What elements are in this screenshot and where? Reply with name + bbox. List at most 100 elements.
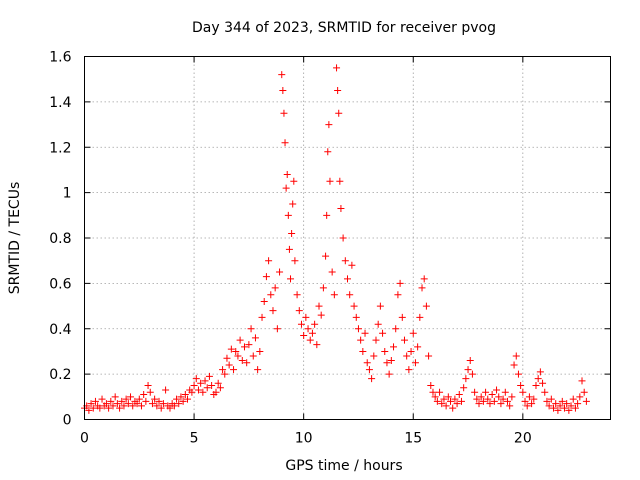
data-point — [530, 395, 538, 403]
data-point — [245, 341, 253, 349]
data-point — [422, 302, 430, 310]
data-point — [400, 336, 408, 344]
data-point — [488, 391, 496, 399]
data-point — [287, 275, 295, 283]
data-point — [330, 291, 338, 299]
data-point — [120, 402, 128, 410]
data-point — [234, 352, 242, 360]
data-point — [102, 400, 110, 408]
data-point — [431, 393, 439, 401]
data-point — [521, 397, 529, 405]
data-point — [532, 381, 540, 389]
data-point — [205, 372, 213, 380]
data-point — [565, 406, 573, 414]
data-point — [405, 366, 413, 374]
plot-frame — [84, 56, 611, 420]
data-point — [552, 400, 560, 408]
data-point — [278, 71, 286, 79]
data-point — [576, 393, 584, 401]
data-point — [339, 234, 347, 242]
data-point — [323, 211, 331, 219]
data-point — [283, 170, 291, 178]
data-point — [297, 320, 305, 328]
data-point — [387, 357, 395, 365]
data-point — [243, 359, 251, 367]
data-point — [188, 388, 196, 396]
data-point — [197, 379, 205, 387]
data-point — [571, 404, 579, 412]
data-point — [155, 397, 163, 405]
data-point — [179, 397, 187, 405]
data-point — [482, 388, 490, 396]
data-point — [429, 388, 437, 396]
data-point — [159, 400, 167, 408]
data-point — [409, 329, 417, 337]
data-point — [181, 391, 189, 399]
data-point — [173, 395, 181, 403]
data-point — [225, 361, 233, 369]
data-point — [372, 336, 380, 344]
data-point — [295, 307, 303, 315]
data-point — [221, 370, 229, 378]
data-point — [254, 366, 262, 374]
data-point — [87, 400, 95, 408]
data-point — [519, 388, 527, 396]
data-point — [336, 177, 344, 185]
data-point — [416, 313, 424, 321]
data-point — [199, 388, 207, 396]
data-point — [208, 381, 216, 389]
y-tick-label: 0.4 — [49, 322, 71, 338]
data-point — [379, 329, 387, 337]
data-point — [385, 370, 393, 378]
data-point — [394, 291, 402, 299]
data-point — [574, 400, 582, 408]
data-point — [306, 336, 314, 344]
data-point — [512, 352, 520, 360]
data-point — [151, 395, 159, 403]
data-point — [273, 325, 281, 333]
data-point — [425, 352, 433, 360]
data-point — [341, 257, 349, 265]
data-point — [370, 352, 378, 360]
y-tick-label: 1 — [63, 186, 72, 202]
data-point — [556, 402, 564, 410]
data-point — [477, 393, 485, 401]
data-point — [319, 284, 327, 292]
data-point — [444, 393, 452, 401]
data-point — [230, 366, 238, 374]
data-point — [335, 109, 343, 117]
data-point — [251, 334, 259, 342]
y-tick-label: 0.8 — [49, 231, 71, 247]
data-point — [144, 381, 152, 389]
data-point — [479, 397, 487, 405]
data-point — [539, 379, 547, 387]
data-point — [105, 404, 113, 412]
data-point — [567, 402, 575, 410]
data-point — [471, 388, 479, 396]
y-tick-label: 1.2 — [49, 140, 71, 156]
data-point — [453, 400, 461, 408]
data-point — [582, 397, 590, 405]
data-point — [300, 332, 308, 340]
data-point — [135, 395, 143, 403]
data-point — [547, 395, 555, 403]
data-point — [127, 393, 135, 401]
data-point — [166, 404, 174, 412]
data-point — [148, 400, 156, 408]
data-point — [497, 400, 505, 408]
data-point — [392, 325, 400, 333]
data-point — [438, 400, 446, 408]
data-point — [240, 343, 248, 351]
data-point — [554, 406, 562, 414]
data-point — [361, 329, 369, 337]
data-point — [420, 275, 428, 283]
data-point — [328, 268, 336, 276]
data-point — [190, 381, 198, 389]
data-point — [279, 87, 287, 95]
data-point — [550, 404, 558, 412]
data-point — [357, 336, 365, 344]
data-point — [325, 121, 333, 129]
data-point — [396, 279, 404, 287]
data-point — [322, 252, 330, 260]
